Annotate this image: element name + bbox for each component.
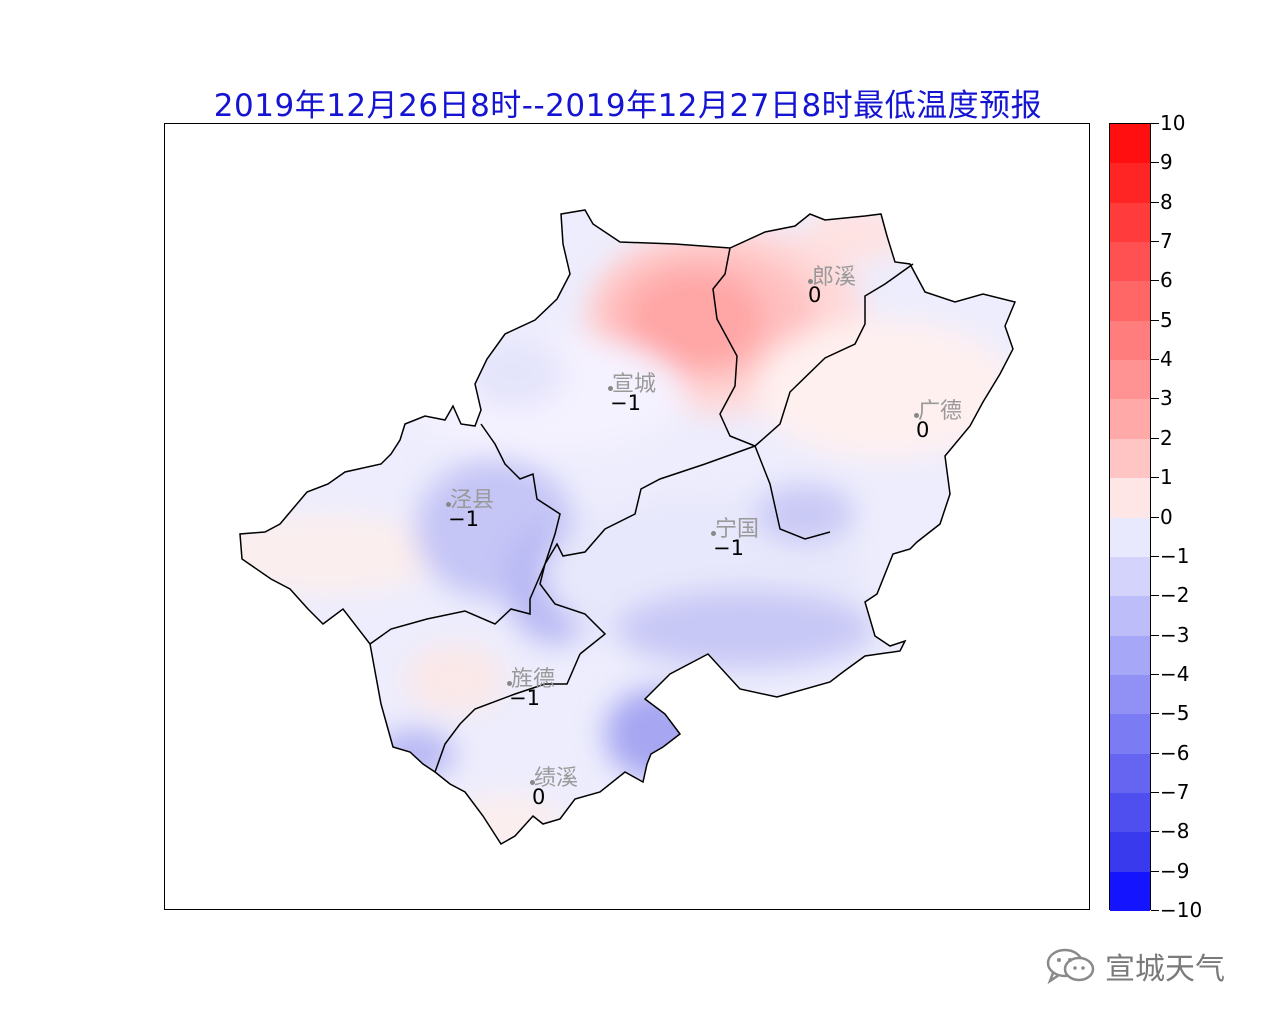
colorbar-tick: [1151, 713, 1159, 715]
station-value: −1: [713, 536, 744, 560]
colorbar-label: 7: [1160, 229, 1173, 254]
colorbar-tick: [1151, 319, 1159, 321]
colorbar-segment: [1110, 674, 1150, 715]
colorbar-segment: [1110, 714, 1150, 755]
colorbar-label: 10: [1160, 111, 1186, 135]
station-value: −1: [610, 391, 641, 415]
colorbar-segment: [1110, 556, 1150, 597]
colorbar-label: 3: [1160, 386, 1173, 411]
station-dot: [507, 681, 512, 686]
colorbar-tick: [1151, 359, 1159, 361]
station-value: −1: [509, 686, 540, 710]
colorbar-label: −9: [1160, 858, 1190, 883]
station-value: −1: [448, 507, 479, 531]
colorbar-segment: [1110, 202, 1150, 243]
colorbar-segment: [1110, 517, 1150, 558]
station-value: 0: [808, 283, 822, 307]
colorbar-tick: [1151, 870, 1159, 872]
colorbar-label: −5: [1160, 701, 1190, 726]
station-name: 绩溪: [534, 766, 579, 791]
station-value: 0: [916, 418, 930, 442]
colorbar-segment: [1110, 281, 1150, 322]
colorbar-label: −4: [1160, 661, 1190, 686]
colorbar-tick: [1151, 437, 1159, 439]
colorbar-label: −2: [1160, 583, 1190, 608]
colorbar-label: 4: [1160, 347, 1173, 372]
wechat-icon: [1046, 948, 1095, 985]
colorbar: [1109, 123, 1151, 912]
station-dot: [914, 413, 919, 418]
station-dot: [711, 531, 716, 536]
station-dot: [608, 386, 613, 391]
watermark-text: 宣城天气: [1105, 952, 1225, 987]
station-dot: [446, 502, 451, 507]
colorbar-tick: [1151, 398, 1159, 400]
colorbar-tick: [1151, 791, 1159, 793]
colorbar-tick: [1151, 595, 1159, 597]
colorbar-segment: [1110, 399, 1150, 440]
map-area: 郎溪 0 宣城 −1 广德 0 泾县 −1 宁国 −1 旌德 −1 绩溪 0: [164, 123, 1090, 910]
colorbar-label: −7: [1160, 779, 1190, 804]
colorbar-tick: [1151, 831, 1159, 833]
colorbar-label: −8: [1160, 819, 1190, 844]
temperature-map: [239, 209, 1016, 845]
colorbar-segment: [1110, 596, 1150, 637]
colorbar-segment: [1110, 753, 1150, 794]
colorbar-segment: [1110, 871, 1150, 912]
map-title: 2019年12月26日8时--2019年12月27日8时最低温度预报: [213, 88, 1043, 124]
colorbar-label: 0: [1160, 504, 1173, 529]
colorbar-tick: [1151, 201, 1159, 203]
colorbar-tick: [1151, 634, 1159, 636]
colorbar-tick: [1151, 123, 1159, 124]
county-boundaries: [239, 209, 1016, 845]
colorbar-tick: [1151, 280, 1159, 282]
colorbar-segment: [1110, 163, 1150, 204]
colorbar-label: 8: [1160, 189, 1173, 214]
colorbar-label: 9: [1160, 150, 1173, 175]
colorbar-label: 6: [1160, 268, 1173, 293]
station-dot: [530, 780, 535, 785]
colorbar-tick: [1151, 241, 1159, 243]
station-name: 宣城: [612, 372, 657, 397]
station-name: 宁国: [715, 517, 760, 542]
colorbar-segment: [1110, 635, 1150, 676]
colorbar-tick: [1151, 555, 1159, 557]
colorbar-label: 2: [1160, 425, 1173, 450]
colorbar-segment: [1110, 478, 1150, 518]
colorbar-tick: [1151, 162, 1159, 164]
colorbar-segment: [1110, 792, 1150, 833]
colorbar-label: −3: [1160, 622, 1190, 647]
watermark: 宣城天气: [1045, 944, 1225, 988]
station-dot: [808, 279, 813, 284]
colorbar-segment: [1110, 320, 1150, 361]
colorbar-label: 1: [1160, 465, 1173, 490]
colorbar-label: −6: [1160, 740, 1190, 765]
colorbar-segment: [1110, 124, 1150, 164]
colorbar-label: −10: [1160, 898, 1203, 922]
colorbar-label: 5: [1160, 307, 1173, 332]
colorbar-tick: [1151, 673, 1159, 675]
colorbar-tick: [1151, 910, 1159, 911]
colorbar-segment: [1110, 832, 1150, 873]
station-value: 0: [532, 785, 546, 809]
colorbar-segment: [1110, 360, 1150, 400]
station-name: 泾县: [450, 488, 495, 513]
colorbar-tick: [1151, 752, 1159, 754]
colorbar-segment: [1110, 438, 1150, 479]
station-name: 广德: [918, 399, 963, 424]
station-name: 郎溪: [812, 265, 857, 290]
colorbar-label: −1: [1160, 543, 1190, 568]
colorbar-segment: [1110, 242, 1150, 282]
colorbar-tick: [1151, 516, 1159, 518]
station-name: 旌德: [511, 667, 556, 692]
colorbar-tick: [1151, 477, 1159, 479]
